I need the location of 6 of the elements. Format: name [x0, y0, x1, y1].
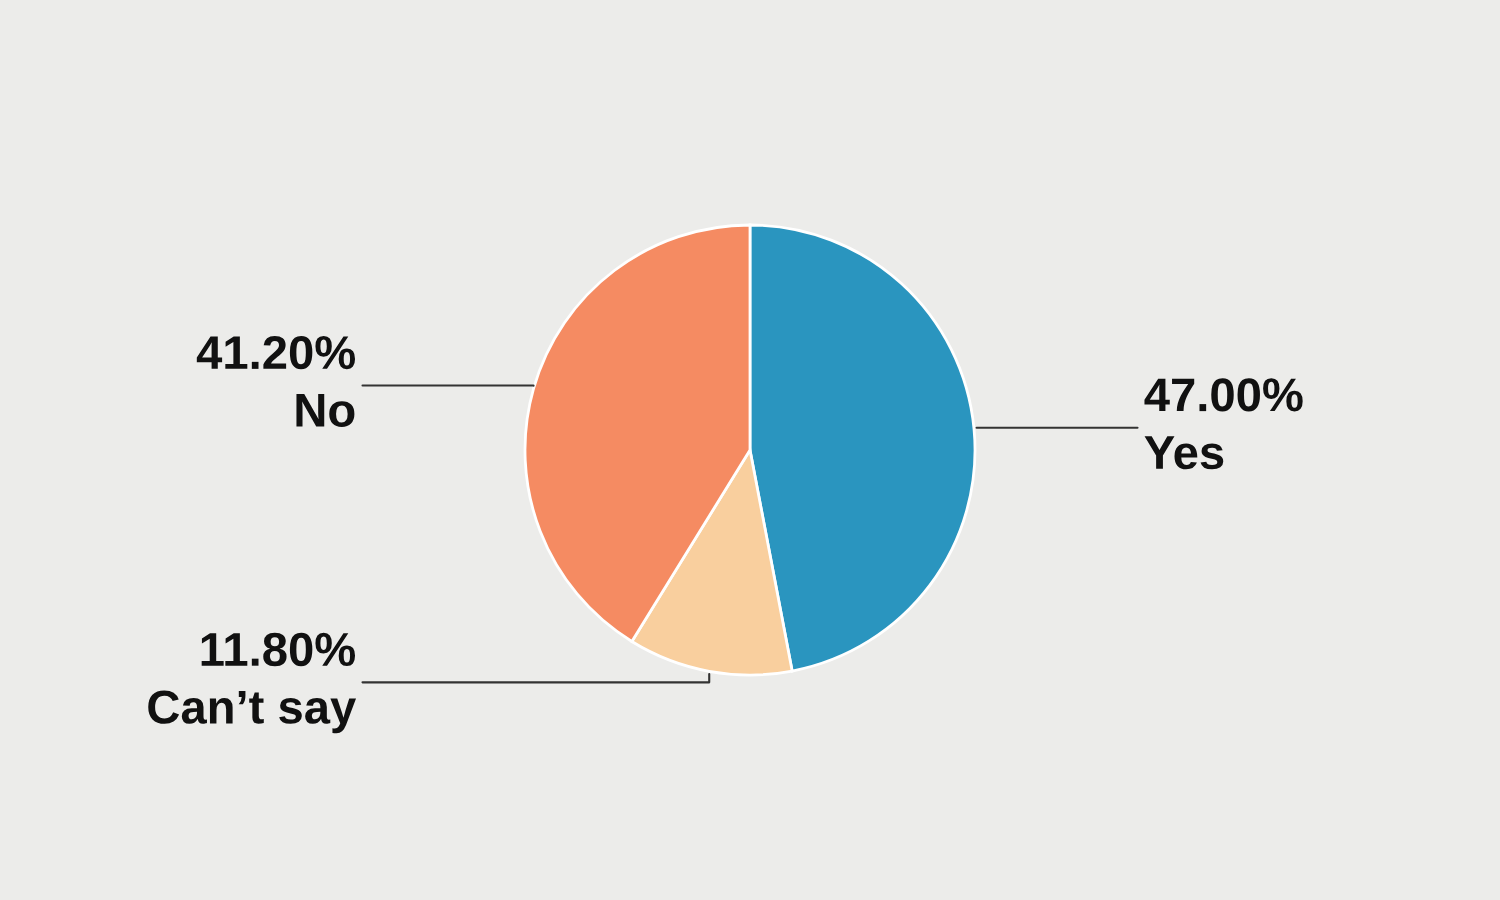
slice-label: Can’t say	[148, 690, 357, 734]
data-label: 11.80%	[201, 632, 356, 667]
slice-label: Yes	[1144, 436, 1224, 470]
data-label: 41.20%	[196, 335, 356, 370]
data-label: 47.00%	[1144, 378, 1303, 412]
slice-label: No	[296, 394, 355, 428]
